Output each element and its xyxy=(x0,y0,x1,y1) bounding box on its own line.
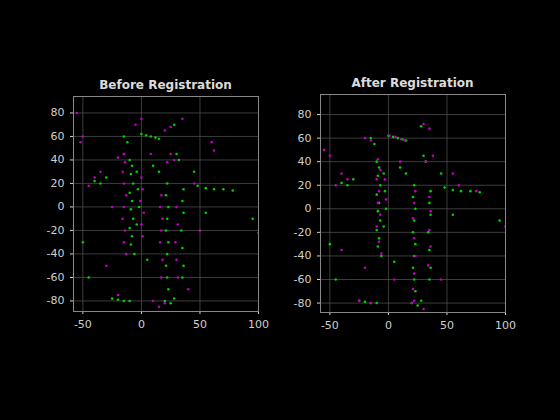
svg-text:0: 0 xyxy=(385,319,392,332)
svg-text:80: 80 xyxy=(298,108,312,121)
svg-text:-40: -40 xyxy=(294,249,312,262)
svg-text:60: 60 xyxy=(51,130,65,143)
svg-text:-50: -50 xyxy=(74,318,92,331)
svg-text:50: 50 xyxy=(193,318,207,331)
svg-text:100: 100 xyxy=(248,318,269,331)
svg-text:-40: -40 xyxy=(47,247,65,260)
svg-text:100: 100 xyxy=(495,319,516,332)
svg-text:40: 40 xyxy=(298,155,312,168)
html-text:Before Registration: Before Registration xyxy=(99,78,232,92)
svg-text:-80: -80 xyxy=(294,297,312,310)
svg-text:80: 80 xyxy=(51,106,65,119)
svg-text:-50: -50 xyxy=(321,319,339,332)
svg-text:20: 20 xyxy=(51,177,65,190)
svg-text:20: 20 xyxy=(298,179,312,192)
svg-text:0: 0 xyxy=(58,200,65,213)
svg-text:-80: -80 xyxy=(47,294,65,307)
svg-text:-60: -60 xyxy=(47,271,65,284)
html-text:After Registration: After Registration xyxy=(351,76,474,90)
svg-text:-20: -20 xyxy=(294,226,312,239)
svg-text:60: 60 xyxy=(298,132,312,145)
svg-text:-20: -20 xyxy=(47,224,65,237)
svg-text:0: 0 xyxy=(305,202,312,215)
svg-text:0: 0 xyxy=(138,318,145,331)
svg-text:-60: -60 xyxy=(294,273,312,286)
svg-text:50: 50 xyxy=(440,319,454,332)
svg-text:40: 40 xyxy=(51,153,65,166)
